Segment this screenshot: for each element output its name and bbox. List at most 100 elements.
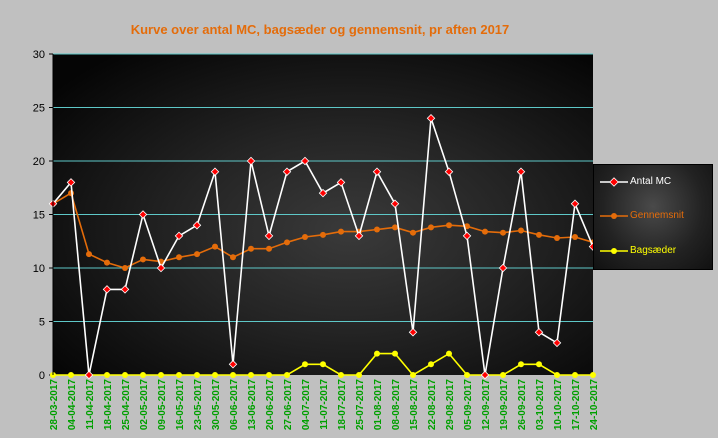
point-1-11 bbox=[248, 245, 254, 252]
point-2-7 bbox=[176, 372, 182, 378]
point-2-18 bbox=[374, 350, 380, 357]
point-2-30 bbox=[590, 372, 596, 378]
point-2-1 bbox=[68, 372, 74, 378]
point-2-25 bbox=[500, 372, 506, 378]
x-tick-label-15: 11-07-2017 bbox=[319, 379, 330, 430]
point-2-14 bbox=[302, 361, 308, 368]
x-tick-label-5: 02-05-2017 bbox=[139, 379, 150, 431]
point-1-3 bbox=[104, 259, 110, 266]
point-0-20 bbox=[408, 327, 418, 337]
point-1-26 bbox=[518, 227, 524, 234]
x-tick-label-27: 03-10-2017 bbox=[535, 379, 546, 431]
x-tick-label-21: 22-08-2017 bbox=[427, 379, 438, 431]
y-tick-label-30: 30 bbox=[33, 49, 45, 61]
point-2-27 bbox=[536, 361, 542, 368]
y-tick-label-25: 25 bbox=[33, 103, 45, 115]
point-1-25 bbox=[500, 229, 506, 236]
point-2-4 bbox=[122, 372, 128, 378]
point-2-23 bbox=[464, 372, 470, 378]
point-2-13 bbox=[284, 372, 290, 378]
x-tick-label-26: 26-09-2017 bbox=[517, 379, 528, 431]
y-tick-label-0: 0 bbox=[39, 370, 45, 382]
series-lines bbox=[48, 113, 598, 380]
legend-swatch-gennemsnit bbox=[600, 213, 628, 219]
point-0-22 bbox=[444, 167, 454, 176]
y-tick-label-5: 5 bbox=[39, 317, 45, 329]
legend: Antal MC Gennemsnit Bagsæder bbox=[593, 164, 713, 270]
x-tick-label-24: 12-09-2017 bbox=[481, 379, 492, 431]
point-0-6 bbox=[156, 263, 166, 273]
point-2-16 bbox=[338, 372, 344, 378]
point-1-13 bbox=[284, 239, 290, 246]
x-tick-label-29: 17-10-2017 bbox=[571, 379, 582, 431]
point-0-18 bbox=[372, 167, 382, 176]
point-1-4 bbox=[122, 265, 128, 271]
legend-label-antal-mc: Antal MC bbox=[630, 176, 672, 187]
point-1-5 bbox=[140, 256, 146, 263]
point-0-19 bbox=[390, 199, 400, 209]
point-0-9 bbox=[210, 167, 220, 176]
point-1-28 bbox=[554, 235, 560, 242]
point-2-9 bbox=[212, 372, 218, 378]
point-1-20 bbox=[410, 229, 416, 236]
point-0-4 bbox=[120, 285, 130, 294]
x-tick-label-16: 18-07-2017 bbox=[337, 379, 348, 431]
point-1-10 bbox=[230, 254, 236, 261]
point-2-26 bbox=[518, 361, 524, 368]
point-2-29 bbox=[572, 372, 578, 378]
x-tick-label-19: 08-08-2017 bbox=[391, 379, 402, 431]
point-2-11 bbox=[248, 372, 254, 378]
x-tick-label-13: 27-06-2017 bbox=[283, 379, 294, 431]
point-0-12 bbox=[264, 231, 274, 241]
x-tick-label-0: 28-03-2017 bbox=[49, 379, 60, 431]
point-2-17 bbox=[356, 372, 362, 378]
x-tick-label-6: 09-05-2017 bbox=[157, 379, 168, 431]
point-0-5 bbox=[138, 210, 148, 219]
point-0-15 bbox=[318, 188, 328, 198]
legend-swatch-bagsaeder bbox=[600, 248, 628, 254]
point-1-21 bbox=[428, 224, 434, 231]
point-0-2 bbox=[84, 370, 94, 380]
point-0-3 bbox=[102, 285, 112, 294]
x-tick-label-12: 20-06-2017 bbox=[265, 379, 276, 431]
point-0-8 bbox=[192, 220, 202, 230]
legend-label-bagsaeder: Bagsæder bbox=[630, 245, 677, 256]
point-0-24 bbox=[480, 370, 490, 380]
point-1-7 bbox=[176, 254, 182, 261]
legend-swatch-antal-mc bbox=[600, 177, 628, 187]
x-tick-label-8: 23-05-2017 bbox=[193, 379, 204, 431]
point-2-22 bbox=[446, 350, 452, 357]
point-2-8 bbox=[194, 372, 200, 378]
point-1-27 bbox=[536, 231, 542, 238]
x-axis-ticks: 28-03-2017 04-04-2017 11-04-2017 18-04-2017… bbox=[49, 379, 600, 431]
point-0-17 bbox=[354, 231, 364, 241]
legend-item-antal-mc: Antal MC bbox=[600, 175, 710, 189]
point-1-29 bbox=[572, 233, 578, 240]
x-tick-label-7: 16-05-2017 bbox=[175, 379, 186, 431]
x-tick-label-2: 11-04-2017 bbox=[85, 379, 96, 430]
x-tick-label-10: 06-06-2017 bbox=[229, 379, 240, 431]
point-0-14 bbox=[300, 156, 310, 166]
point-1-18 bbox=[374, 226, 380, 233]
x-tick-label-30: 24-10-2017 bbox=[589, 379, 600, 431]
point-1-24 bbox=[482, 228, 488, 235]
x-tick-label-4: 25-04-2017 bbox=[121, 379, 132, 431]
point-1-15 bbox=[320, 231, 326, 238]
point-2-3 bbox=[104, 372, 110, 378]
point-0-13 bbox=[282, 167, 292, 176]
point-1-2 bbox=[86, 251, 92, 258]
point-2-15 bbox=[320, 361, 326, 368]
x-tick-label-1: 04-04-2017 bbox=[67, 379, 78, 431]
y-axis-ticks: 0 5 10 15 20 25 30 bbox=[33, 49, 53, 382]
y-tick-label-20: 20 bbox=[33, 156, 45, 168]
point-0-21 bbox=[426, 113, 436, 123]
x-tick-label-23: 05-09-2017 bbox=[463, 379, 474, 431]
point-2-28 bbox=[554, 372, 560, 378]
point-2-10 bbox=[230, 372, 236, 378]
x-tick-label-20: 15-08-2017 bbox=[409, 379, 420, 431]
point-0-28 bbox=[552, 338, 562, 348]
point-2-21 bbox=[428, 361, 434, 368]
point-1-16 bbox=[338, 228, 344, 235]
y-tick-label-10: 10 bbox=[33, 263, 45, 275]
